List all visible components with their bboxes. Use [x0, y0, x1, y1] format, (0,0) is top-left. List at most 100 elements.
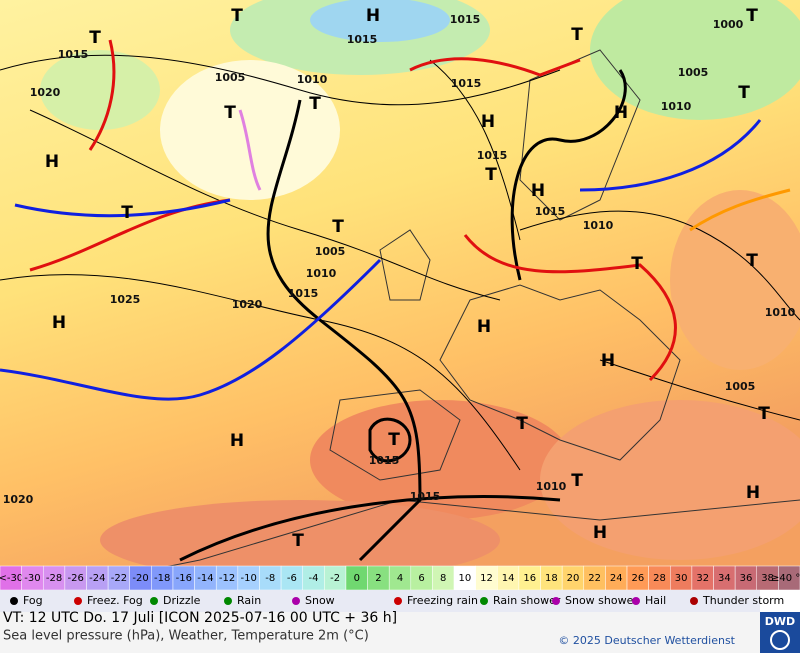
weather-label: Fog: [23, 594, 43, 607]
weather-icon: [74, 597, 82, 605]
pressure-center: T: [571, 471, 583, 491]
hot-region: [310, 400, 570, 520]
pressure-label: 1020: [3, 493, 34, 506]
weather-label: Rain: [237, 594, 261, 607]
dwd-logo-text: DWD: [765, 615, 795, 628]
cool-region: [590, 0, 800, 120]
scale-label: -18: [154, 573, 170, 584]
pressure-label: 1015: [347, 33, 378, 46]
scale-label: 32: [696, 573, 709, 584]
pressure-center: T: [231, 6, 243, 26]
pressure-label: 1005: [315, 245, 346, 258]
weather-icon: [480, 597, 488, 605]
pressure-label: 1015: [450, 13, 481, 26]
weather-icon: [552, 597, 560, 605]
weather-label: Snow shower: [565, 594, 638, 607]
pressure-label: 1015: [410, 490, 441, 503]
weather-label: Freez. Fog: [87, 594, 143, 607]
scale-label: -8: [265, 573, 275, 584]
copyright: © 2025 Deutscher Wetterdienst: [558, 634, 735, 647]
scale-label: <-30: [0, 573, 23, 584]
scale-label: -20: [132, 573, 148, 584]
pressure-center: T: [292, 531, 304, 551]
valid-time: VT: 12 UTC Do. 17 Juli [ICON 2025-07-16 …: [3, 610, 397, 626]
pressure-center: H: [481, 112, 495, 132]
footer-background: [0, 612, 800, 653]
pressure-center: T: [224, 103, 236, 123]
weather-label: Drizzle: [163, 594, 201, 607]
mild-region: [160, 60, 340, 200]
scale-label: -28: [46, 573, 62, 584]
pressure-label: 1000: [713, 18, 744, 31]
weather-icon: [632, 597, 640, 605]
pressure-center: T: [485, 165, 497, 185]
cool-region: [40, 50, 160, 130]
scale-label: 34: [718, 573, 731, 584]
scale-label: 0: [354, 573, 360, 584]
scale-label: 38: [761, 573, 774, 584]
pressure-label: 1005: [678, 66, 709, 79]
scale-label: 36: [740, 573, 753, 584]
pressure-label: 1005: [725, 380, 756, 393]
pressure-label: 1010: [583, 219, 614, 232]
scale-label: -16: [176, 573, 192, 584]
weather-label: Snow: [305, 594, 335, 607]
pressure-label: 1010: [536, 480, 567, 493]
pressure-label: 1010: [297, 73, 328, 86]
pressure-label: 1010: [765, 306, 796, 319]
pressure-center: T: [332, 217, 344, 237]
pressure-center: T: [738, 83, 750, 103]
scale-label: -2: [330, 573, 340, 584]
scale-label: -4: [309, 573, 319, 584]
pressure-center: H: [601, 351, 615, 371]
scale-label: 18: [545, 573, 558, 584]
pressure-label: 1015: [535, 205, 566, 218]
temperature-scale: <-30 -30 -28 -26 -24 -22 -20 -18 -16 -14 -12 -10 -8-…: [0, 565, 800, 591]
scale-label: 2: [375, 573, 381, 584]
pressure-center: T: [121, 203, 133, 223]
pressure-center: T: [571, 25, 583, 45]
scale-label: 24: [610, 573, 623, 584]
pressure-center: H: [746, 483, 760, 503]
scale-label: 6: [418, 573, 424, 584]
weather-icon: [10, 597, 18, 605]
pressure-label: 1015: [58, 48, 89, 61]
dwd-logo: [760, 612, 800, 653]
pressure-center: T: [746, 6, 758, 26]
weather-icon: [690, 597, 698, 605]
scale-label: -12: [219, 573, 235, 584]
scale-label: 4: [397, 573, 403, 584]
pressure-label: 1005: [215, 71, 246, 84]
weather-icon: [394, 597, 402, 605]
map-labels: 1015 1015 1015 1000 1005 1010 1015 1005 1010 1015…: [3, 6, 796, 551]
scale-label: -22: [111, 573, 127, 584]
weather-icon: [224, 597, 232, 605]
pressure-label: 1025: [110, 293, 141, 306]
scale-label: 20: [567, 573, 580, 584]
main-isobars: [179, 69, 627, 562]
pressure-center: T: [309, 94, 321, 114]
weather-label: Thunder storm: [702, 594, 784, 607]
scale-label: 8: [440, 573, 446, 584]
pressure-center: H: [531, 181, 545, 201]
pressure-center: T: [89, 28, 101, 48]
scale-label: 28: [653, 573, 666, 584]
map-area: [0, 0, 800, 601]
weather-label: Hail: [645, 594, 666, 607]
scale-label: ≥40 °C: [771, 573, 800, 584]
scale-label: -24: [89, 573, 105, 584]
pressure-center: H: [45, 152, 59, 172]
weather-icon: [292, 597, 300, 605]
dwd-logo-icon: [770, 630, 790, 650]
scale-label: 14: [502, 573, 515, 584]
pressure-label: 1015: [451, 77, 482, 90]
scale-label: 26: [631, 573, 644, 584]
pressure-label: 1010: [661, 100, 692, 113]
pressure-center: T: [746, 251, 758, 271]
pressure-label: 1010: [306, 267, 337, 280]
pressure-label: 1020: [232, 298, 263, 311]
scale-label: -10: [240, 573, 256, 584]
pressure-center: H: [230, 431, 244, 451]
pressure-center: H: [593, 523, 607, 543]
